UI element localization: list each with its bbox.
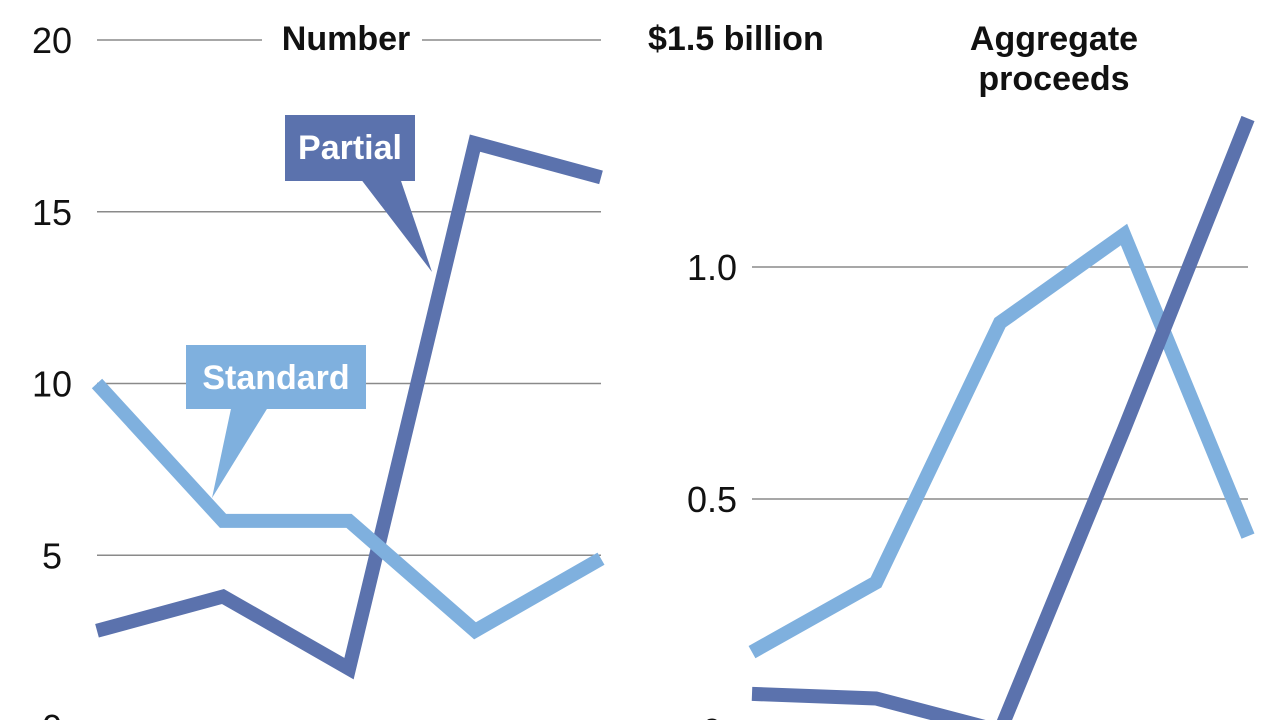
right-chart-panel: 1.0 0.5 0 $1.5 billion Aggregate proceeds: [648, 20, 1255, 720]
left-y-tick-label: 15: [32, 192, 72, 233]
standard-callout-pointer: [212, 404, 270, 498]
right-gridlines: [752, 266, 1248, 500]
right-chart-unit-label: $1.5 billion: [648, 20, 824, 58]
right-y-tick-label: 0: [702, 711, 722, 720]
right-series-line-partial: [751, 115, 1255, 720]
left-y-tick-label: 10: [32, 364, 72, 405]
partial-callout-box: [285, 115, 415, 181]
left-series-lines: [91, 134, 605, 680]
standard-callout: Standard: [186, 345, 366, 498]
left-y-tick-label: 0: [42, 707, 62, 720]
partial-callout-label: Partial: [298, 129, 402, 167]
left-chart-title: Number: [282, 20, 410, 58]
left-tick-labels: 20 15 10 5 0: [32, 20, 72, 720]
right-chart-title-line2: proceeds: [978, 60, 1129, 98]
standard-callout-box: [186, 345, 366, 409]
partial-callout-pointer: [360, 178, 432, 272]
left-series-line-standard: [91, 378, 605, 640]
partial-callout: Partial: [285, 115, 432, 272]
left-series-line-partial: [95, 134, 603, 680]
right-y-tick-label: 0.5: [687, 479, 737, 520]
right-series-lines: [748, 115, 1255, 720]
right-tick-labels: 1.0 0.5 0: [687, 247, 737, 720]
left-y-tick-label: 5: [42, 535, 62, 576]
left-chart-panel: 20 15 10 5 0 Number Partial Standard: [32, 20, 605, 720]
right-y-tick-label: 1.0: [687, 247, 737, 288]
right-chart-title-line1: Aggregate: [970, 20, 1138, 58]
left-y-tick-label: 20: [32, 20, 72, 61]
standard-callout-label: Standard: [202, 359, 349, 397]
